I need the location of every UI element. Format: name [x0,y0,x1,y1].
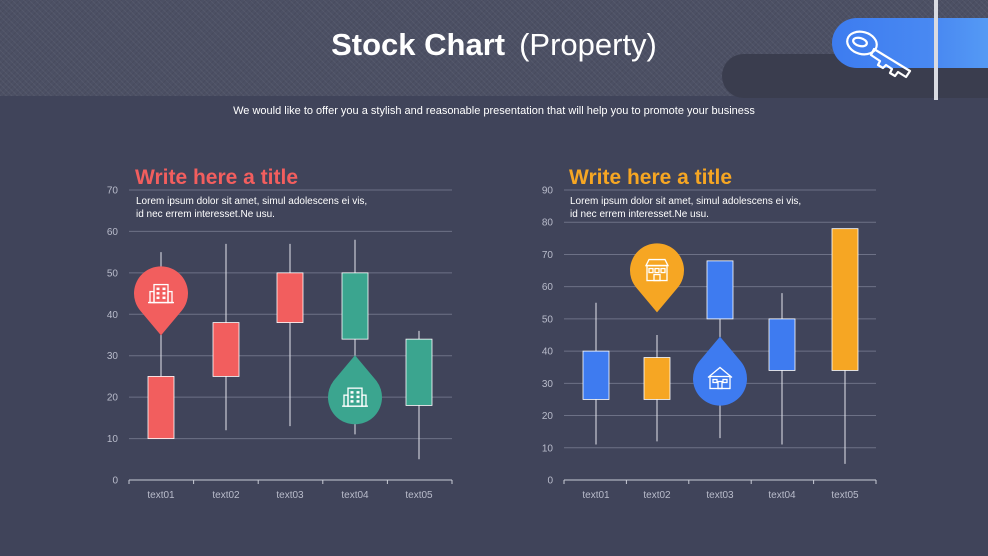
right-x-tick-label: text03 [706,490,734,501]
left-candle-body [341,272,369,340]
left-y-tick-label: 0 [112,476,118,487]
right-x-tick-label: text01 [582,490,610,501]
right-marker-pin [629,243,684,313]
right-y-tick-label: 40 [542,347,554,358]
right-y-tick-label: 50 [542,314,554,325]
right-y-tick-label: 60 [542,282,554,293]
right-y-tick-label: 70 [542,250,554,261]
left-candle-body [212,322,240,377]
left-marker-drop [328,355,382,425]
left-marker-pin-shape [134,266,188,336]
right-candle-body [768,318,796,371]
right-panel-description: Lorem ipsum dolor sit amet, simul adoles… [570,195,850,221]
right-y-tick-label: 0 [547,476,553,487]
right-desc-line1: Lorem ipsum dolor sit amet, simul adoles… [570,196,802,207]
office-building-icon [148,283,174,304]
left-desc-line1: Lorem ipsum dolor sit amet, simul adoles… [136,196,368,207]
left-marker-drop-shape [328,355,382,425]
page-subtitle: We would like to offer you a stylish and… [233,105,755,117]
left-x-tick-label: text05 [405,490,433,501]
right-y-tick-label: 10 [542,443,554,454]
header-key-tab [832,18,988,68]
right-y-tick-label: 80 [542,218,554,229]
page-title: Stock Chart (Property) [0,26,988,64]
left-desc-line2: id nec errem interesset.Ne usu. [136,209,275,220]
right-marker-drop-shape [693,336,747,406]
left-y-tick-label: 30 [107,351,119,362]
left-y-tick-label: 50 [107,268,119,279]
office-building-icon [342,387,368,407]
title-light: (Property) [519,27,657,62]
right-marker-pin-shape [629,243,684,313]
right-candle-body [643,357,671,400]
right-x-tick-label: text02 [643,490,671,501]
store-building-icon [644,258,670,282]
left-candle-body [276,272,304,323]
title-bold: Stock Chart [331,27,506,62]
left-panel-description: Lorem ipsum dolor sit amet, simul adoles… [136,195,416,221]
right-y-tick-label: 20 [542,411,554,422]
left-y-tick-label: 70 [107,186,119,197]
header-band [0,0,988,96]
right-candle-body [706,260,734,320]
right-candle-body [831,228,859,371]
left-x-tick-label: text04 [341,490,369,501]
left-y-tick-label: 10 [107,434,119,445]
right-desc-line2: id nec errem interesset.Ne usu. [570,209,709,220]
left-y-tick-label: 60 [107,227,119,238]
right-y-tick-label: 90 [542,186,554,197]
left-candle-body [405,338,433,406]
left-x-tick-label: text01 [147,490,175,501]
right-panel-title: Write here a title [569,166,732,189]
left-x-tick-label: text02 [212,490,240,501]
right-marker-drop [693,336,747,406]
left-panel-title: Write here a title [135,166,298,189]
right-candle-body [582,350,610,400]
left-marker-pin [134,266,188,336]
right-y-tick-label: 30 [542,379,554,390]
left-x-tick-label: text03 [276,490,304,501]
right-x-tick-label: text05 [831,490,859,501]
house-icon [707,366,733,390]
right-x-tick-label: text04 [768,490,796,501]
left-candle-body [147,376,175,439]
left-y-tick-label: 20 [107,393,119,404]
left-y-tick-label: 40 [107,310,119,321]
header-divider [934,0,938,100]
key-icon [846,30,912,79]
